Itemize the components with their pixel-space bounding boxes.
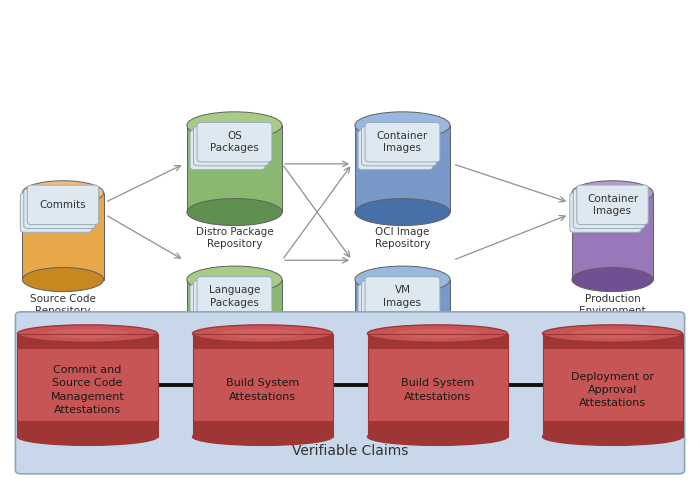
Polygon shape	[542, 334, 682, 437]
Ellipse shape	[395, 329, 480, 338]
FancyBboxPatch shape	[573, 189, 645, 228]
Ellipse shape	[22, 268, 104, 292]
Ellipse shape	[572, 268, 653, 292]
Ellipse shape	[542, 428, 682, 445]
FancyBboxPatch shape	[358, 284, 433, 324]
FancyBboxPatch shape	[570, 193, 641, 232]
FancyBboxPatch shape	[193, 126, 269, 166]
Polygon shape	[355, 125, 450, 212]
FancyBboxPatch shape	[542, 421, 682, 437]
FancyBboxPatch shape	[197, 122, 272, 162]
FancyBboxPatch shape	[190, 130, 265, 170]
Ellipse shape	[187, 112, 282, 139]
FancyBboxPatch shape	[368, 334, 508, 349]
Text: Commit and
Source Code
Management
Attestations: Commit and Source Code Management Attest…	[50, 365, 125, 415]
Text: Commits: Commits	[40, 200, 86, 210]
Ellipse shape	[193, 325, 332, 342]
Ellipse shape	[368, 325, 508, 342]
Text: VM
Images: VM Images	[384, 285, 421, 308]
FancyBboxPatch shape	[197, 277, 272, 316]
Text: Language Package
Repository: Language Package Repository	[186, 381, 284, 403]
Ellipse shape	[187, 266, 282, 293]
Text: Production
Environment: Production Environment	[579, 294, 646, 316]
Text: Verifiable Claims: Verifiable Claims	[292, 444, 408, 458]
FancyBboxPatch shape	[365, 277, 440, 316]
Polygon shape	[187, 125, 282, 212]
FancyBboxPatch shape	[542, 334, 682, 349]
FancyBboxPatch shape	[577, 185, 648, 225]
Text: Language
Packages: Language Packages	[209, 285, 260, 308]
Polygon shape	[18, 334, 158, 437]
FancyBboxPatch shape	[193, 281, 269, 320]
FancyBboxPatch shape	[365, 122, 440, 162]
FancyBboxPatch shape	[193, 421, 332, 437]
FancyBboxPatch shape	[18, 421, 158, 437]
FancyBboxPatch shape	[368, 421, 508, 437]
Polygon shape	[572, 193, 653, 280]
Text: VM Image Repository: VM Image Repository	[347, 381, 458, 391]
FancyBboxPatch shape	[358, 130, 433, 170]
FancyBboxPatch shape	[190, 284, 265, 324]
Ellipse shape	[355, 112, 450, 139]
Text: Container
Images: Container Images	[587, 194, 638, 216]
FancyBboxPatch shape	[361, 281, 437, 320]
Ellipse shape	[18, 428, 158, 445]
Text: Build System
Attestations: Build System Attestations	[401, 378, 474, 402]
Text: Source Code
Repository: Source Code Repository	[30, 294, 96, 316]
Ellipse shape	[18, 325, 158, 342]
Ellipse shape	[220, 329, 304, 338]
Text: Deployment or
Approval
Attestations: Deployment or Approval Attestations	[571, 372, 654, 408]
FancyBboxPatch shape	[361, 126, 437, 166]
Polygon shape	[355, 280, 450, 366]
Polygon shape	[187, 280, 282, 366]
Polygon shape	[22, 193, 104, 280]
Text: Distro Package
Repository: Distro Package Repository	[196, 227, 273, 249]
Ellipse shape	[355, 266, 450, 293]
Ellipse shape	[46, 329, 130, 338]
Ellipse shape	[187, 199, 282, 226]
Ellipse shape	[193, 428, 332, 445]
FancyBboxPatch shape	[15, 312, 685, 474]
FancyBboxPatch shape	[27, 185, 99, 225]
Ellipse shape	[187, 353, 282, 380]
FancyBboxPatch shape	[24, 189, 95, 228]
Text: OCI Image
Repository: OCI Image Repository	[374, 227, 430, 249]
Polygon shape	[368, 334, 508, 437]
Polygon shape	[193, 334, 332, 437]
FancyBboxPatch shape	[20, 193, 92, 232]
Ellipse shape	[570, 329, 655, 338]
FancyBboxPatch shape	[18, 334, 158, 349]
Ellipse shape	[572, 181, 653, 205]
Ellipse shape	[542, 325, 682, 342]
Ellipse shape	[355, 199, 450, 226]
Text: Build System
Attestations: Build System Attestations	[226, 378, 299, 402]
FancyBboxPatch shape	[193, 334, 332, 349]
Text: Container
Images: Container Images	[377, 131, 428, 153]
Ellipse shape	[368, 428, 508, 445]
Ellipse shape	[355, 353, 450, 380]
Ellipse shape	[22, 181, 104, 205]
Text: OS
Packages: OS Packages	[210, 131, 259, 153]
